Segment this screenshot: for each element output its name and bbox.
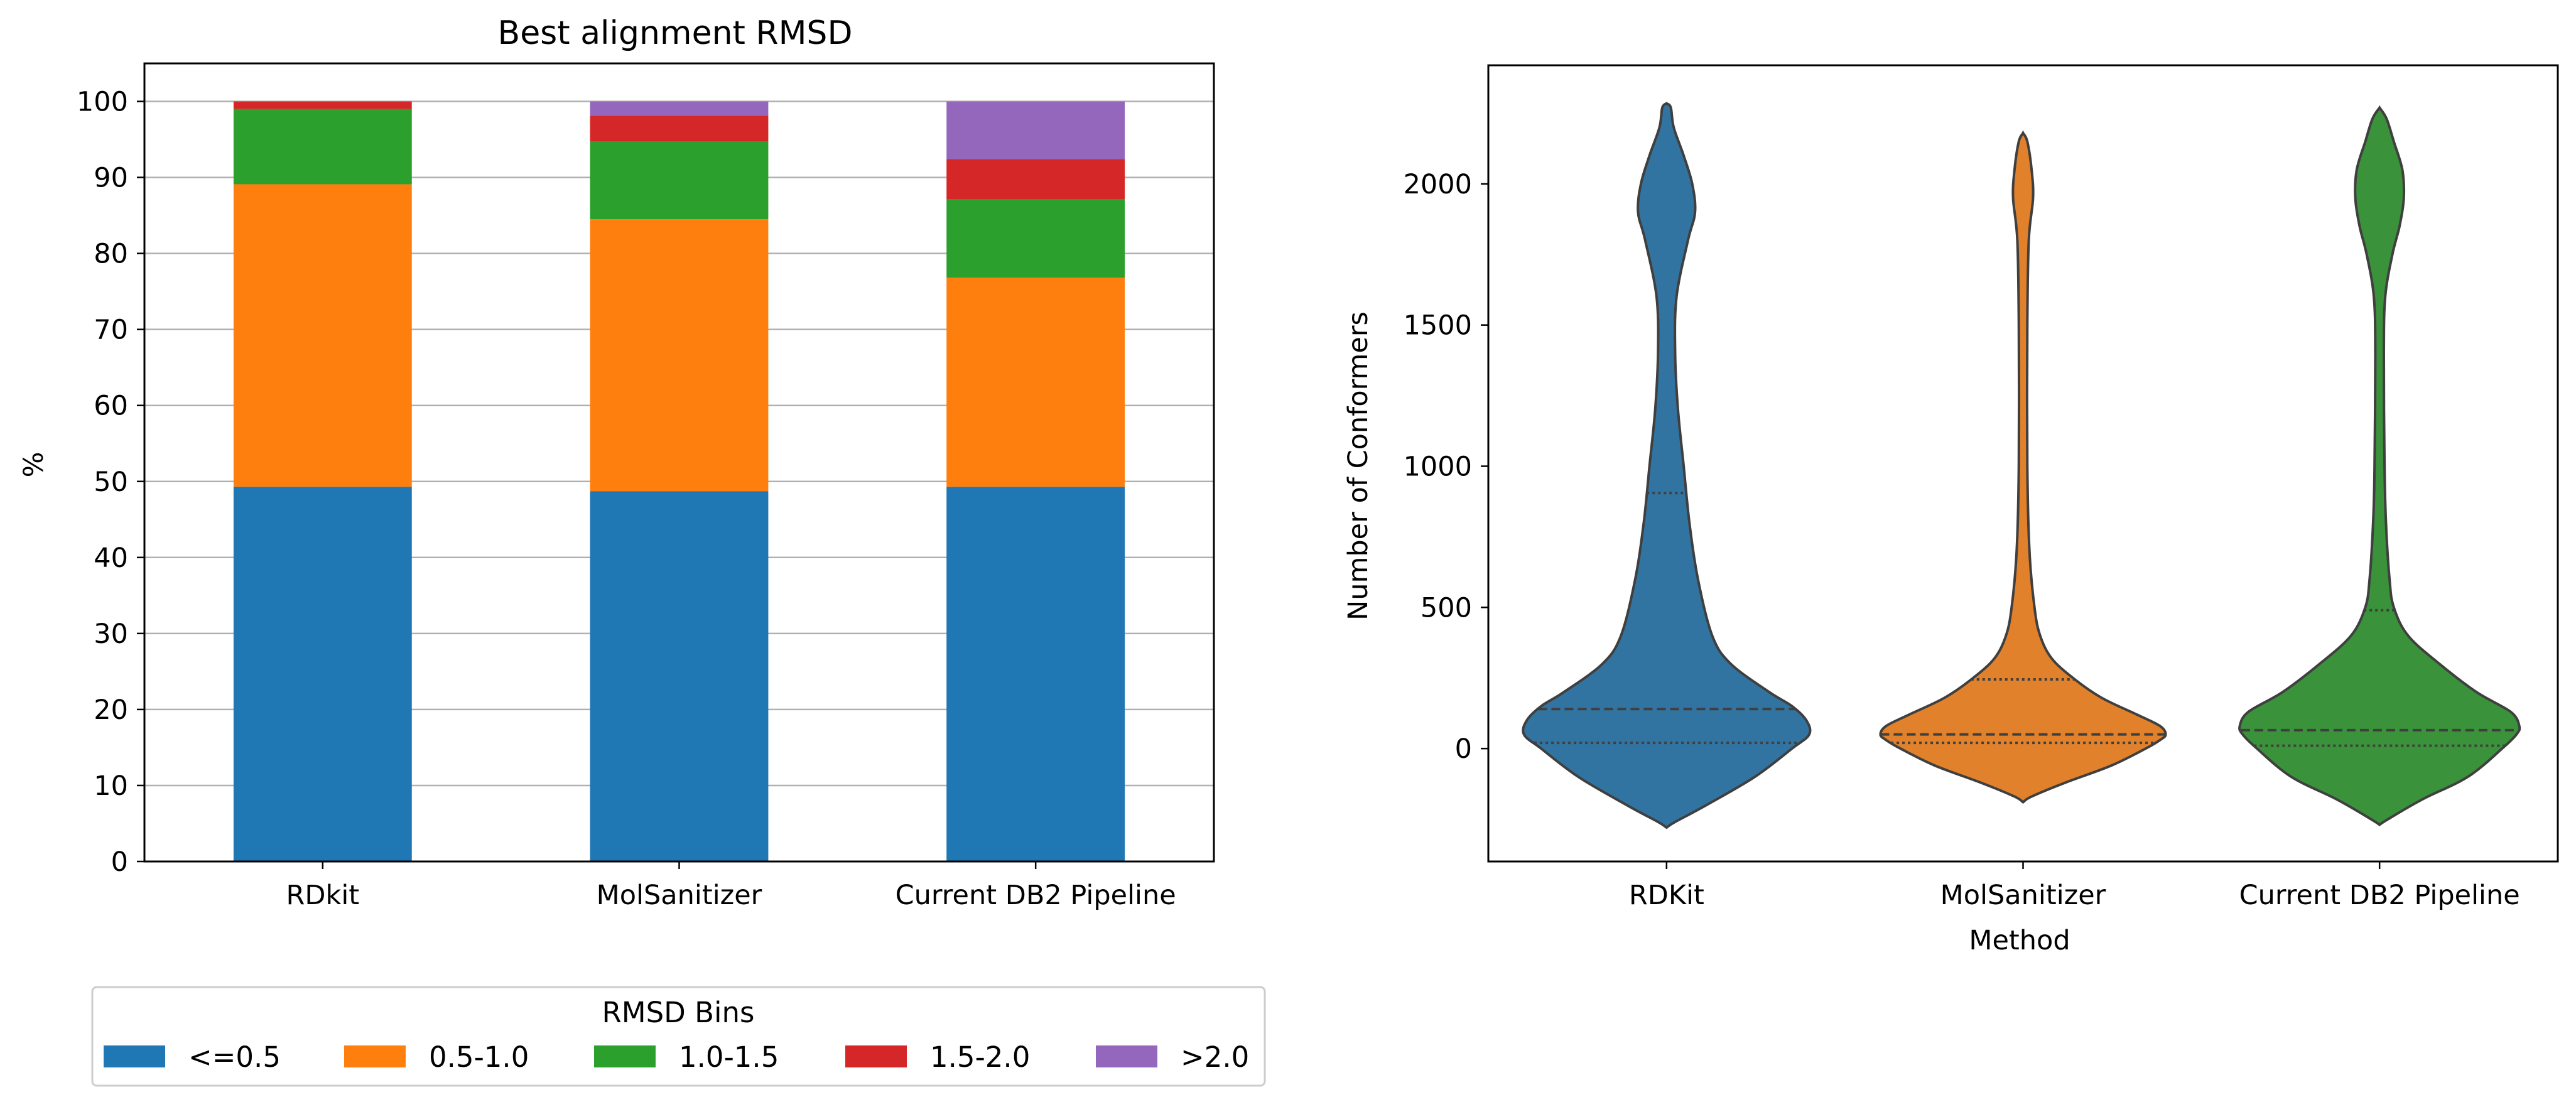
violin-y-tick-label: 1000	[1404, 451, 1472, 482]
violin-chart-x-axis-label: Method	[1969, 925, 2070, 956]
violin-chart-y-ticks: 0 500 1000 1500 2000	[1404, 169, 1488, 765]
bar-segment-current-db2-pipeline-2-0	[946, 101, 1125, 159]
bar-y-tick-label: 50	[94, 467, 128, 498]
bar-segment-molsanitizer-1-5-2-0	[590, 116, 769, 142]
bar-segment-current-db2-pipeline-0-5	[946, 487, 1125, 861]
legend-swatch-0-5	[104, 1045, 165, 1067]
bar-y-tick-label: 70	[94, 315, 128, 346]
rmsd-bins-legend: RMSD Bins <=0.5 0.5-1.0 1.0-1.5 1.5-2.0 >2.0	[91, 986, 1266, 1087]
bar-segment-current-db2-pipeline-1-0-1-5	[946, 199, 1125, 278]
bar-y-tick-label: 90	[94, 163, 128, 194]
bar-chart-y-ticks: 0 10 20 30 40 50 60 70 80 90 100	[77, 87, 144, 878]
legend-label: >2.0	[1181, 1040, 1249, 1074]
bar-y-tick-label: 10	[94, 770, 128, 802]
violin-x-tick-label: RDKit	[1629, 880, 1704, 911]
violin-y-tick-label: 2000	[1404, 169, 1472, 200]
violin-y-tick-label: 0	[1455, 733, 1472, 765]
legend-label: 0.5-1.0	[429, 1040, 529, 1074]
bar-x-tick-label: RDkit	[286, 880, 359, 911]
violin-chart-violins	[1522, 101, 2521, 829]
legend-swatch-2-0	[1096, 1045, 1157, 1067]
legend-label: 1.0-1.5	[679, 1040, 779, 1074]
legend-swatch-0-5-1-0	[344, 1045, 406, 1067]
bar-y-tick-label: 40	[94, 543, 128, 574]
bar-y-tick-label: 0	[111, 846, 128, 878]
bar-chart-y-axis-label: %	[18, 452, 50, 478]
legend-items: <=0.5 0.5-1.0 1.0-1.5 1.5-2.0 >2.0	[104, 1040, 1249, 1074]
legend-swatch-1-5-2-0	[845, 1045, 907, 1067]
violin-chart: Number of Conformers Method 0 500 1000 1500…	[1343, 64, 2559, 956]
bar-segment-current-db2-pipeline-0-5-1-0	[946, 278, 1125, 487]
legend-title: RMSD Bins	[602, 996, 755, 1029]
bar-y-tick-label: 60	[94, 391, 128, 422]
bar-segment-current-db2-pipeline-1-5-2-0	[946, 159, 1125, 200]
violin-current-db2-pipeline	[2238, 105, 2521, 826]
bar-segment-rdkit-0-5	[233, 487, 412, 861]
bar-x-tick-label: Current DB2 Pipeline	[896, 880, 1176, 911]
bar-chart-plot-frame	[143, 62, 1215, 863]
violin-x-tick-label: MolSanitizer	[1940, 880, 2106, 911]
violin-molsanitizer	[1879, 130, 2167, 804]
legend-swatch-1-0-1-5	[594, 1045, 656, 1067]
bar-chart-title: Best alignment RMSD	[498, 14, 853, 52]
violin-chart-y-axis-label: Number of Conformers	[1343, 311, 1374, 620]
bar-y-tick-label: 80	[94, 239, 128, 270]
bar-y-tick-label: 30	[94, 618, 128, 650]
stacked-bar-chart: Best alignment RMSD % 0 10 20 30 40 50 60 70 80 9…	[18, 14, 1215, 911]
legend-label: <=0.5	[188, 1040, 281, 1074]
bar-segment-rdkit-1-0-1-5	[233, 109, 412, 185]
bar-segment-rdkit-0-5-1-0	[233, 184, 412, 487]
legend-label: 1.5-2.0	[930, 1040, 1030, 1074]
bar-y-tick-label: 100	[77, 87, 128, 118]
violin-y-tick-label: 500	[1421, 592, 1472, 624]
bar-segment-rdkit-1-5-2-0	[233, 101, 412, 109]
bar-segment-molsanitizer-2-0	[590, 101, 769, 116]
bar-y-tick-label: 20	[94, 694, 128, 726]
bar-x-tick-label: MolSanitizer	[597, 880, 762, 911]
bar-chart-bars	[233, 101, 1125, 861]
violin-chart-plot-frame	[1487, 64, 2559, 863]
violin-chart-x-ticks: RDKit MolSanitizer Current DB2 Pipeline	[1629, 861, 2520, 911]
bar-segment-molsanitizer-1-0-1-5	[590, 141, 769, 220]
bar-segment-molsanitizer-0-5	[590, 491, 769, 861]
bar-chart-x-ticks: RDkit MolSanitizer Current DB2 Pipeline	[286, 861, 1176, 911]
violin-y-tick-label: 1500	[1404, 310, 1472, 342]
violin-x-tick-label: Current DB2 Pipeline	[2239, 880, 2520, 911]
violin-rdkit	[1522, 101, 1812, 829]
bar-segment-molsanitizer-0-5-1-0	[590, 219, 769, 492]
